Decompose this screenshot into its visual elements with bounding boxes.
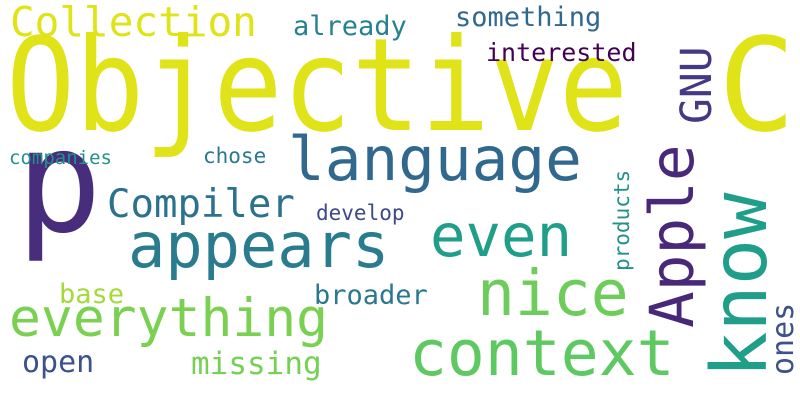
- word-interested: interested: [486, 38, 637, 67]
- word-even: even: [430, 201, 573, 270]
- word-chose: chose: [203, 144, 267, 168]
- word-compiler: Compiler: [107, 182, 295, 227]
- word-apple: Apple: [637, 144, 708, 328]
- word-companies: companies: [9, 147, 112, 169]
- word-context: context: [409, 317, 675, 390]
- word-appears: appears: [128, 209, 390, 282]
- word-p: p: [16, 98, 103, 265]
- word-missing: missing: [191, 346, 322, 382]
- word-broader: broader: [314, 280, 428, 311]
- word-already: already: [293, 11, 407, 42]
- word-ones: ones: [766, 302, 800, 375]
- word-everything: everything: [9, 288, 329, 349]
- word-open: open: [22, 345, 95, 380]
- word-collection: Collection: [10, 0, 257, 46]
- word-objective: Objective: [6, 11, 629, 161]
- word-develop: develop: [316, 201, 405, 225]
- word-gnu: GNU: [672, 46, 722, 124]
- word-language: language: [288, 124, 582, 195]
- word-c: C: [718, 11, 796, 161]
- word-base: base: [59, 279, 125, 310]
- word-nice: nice: [477, 257, 629, 330]
- word-products: products: [610, 169, 634, 271]
- word-something: something: [455, 2, 602, 33]
